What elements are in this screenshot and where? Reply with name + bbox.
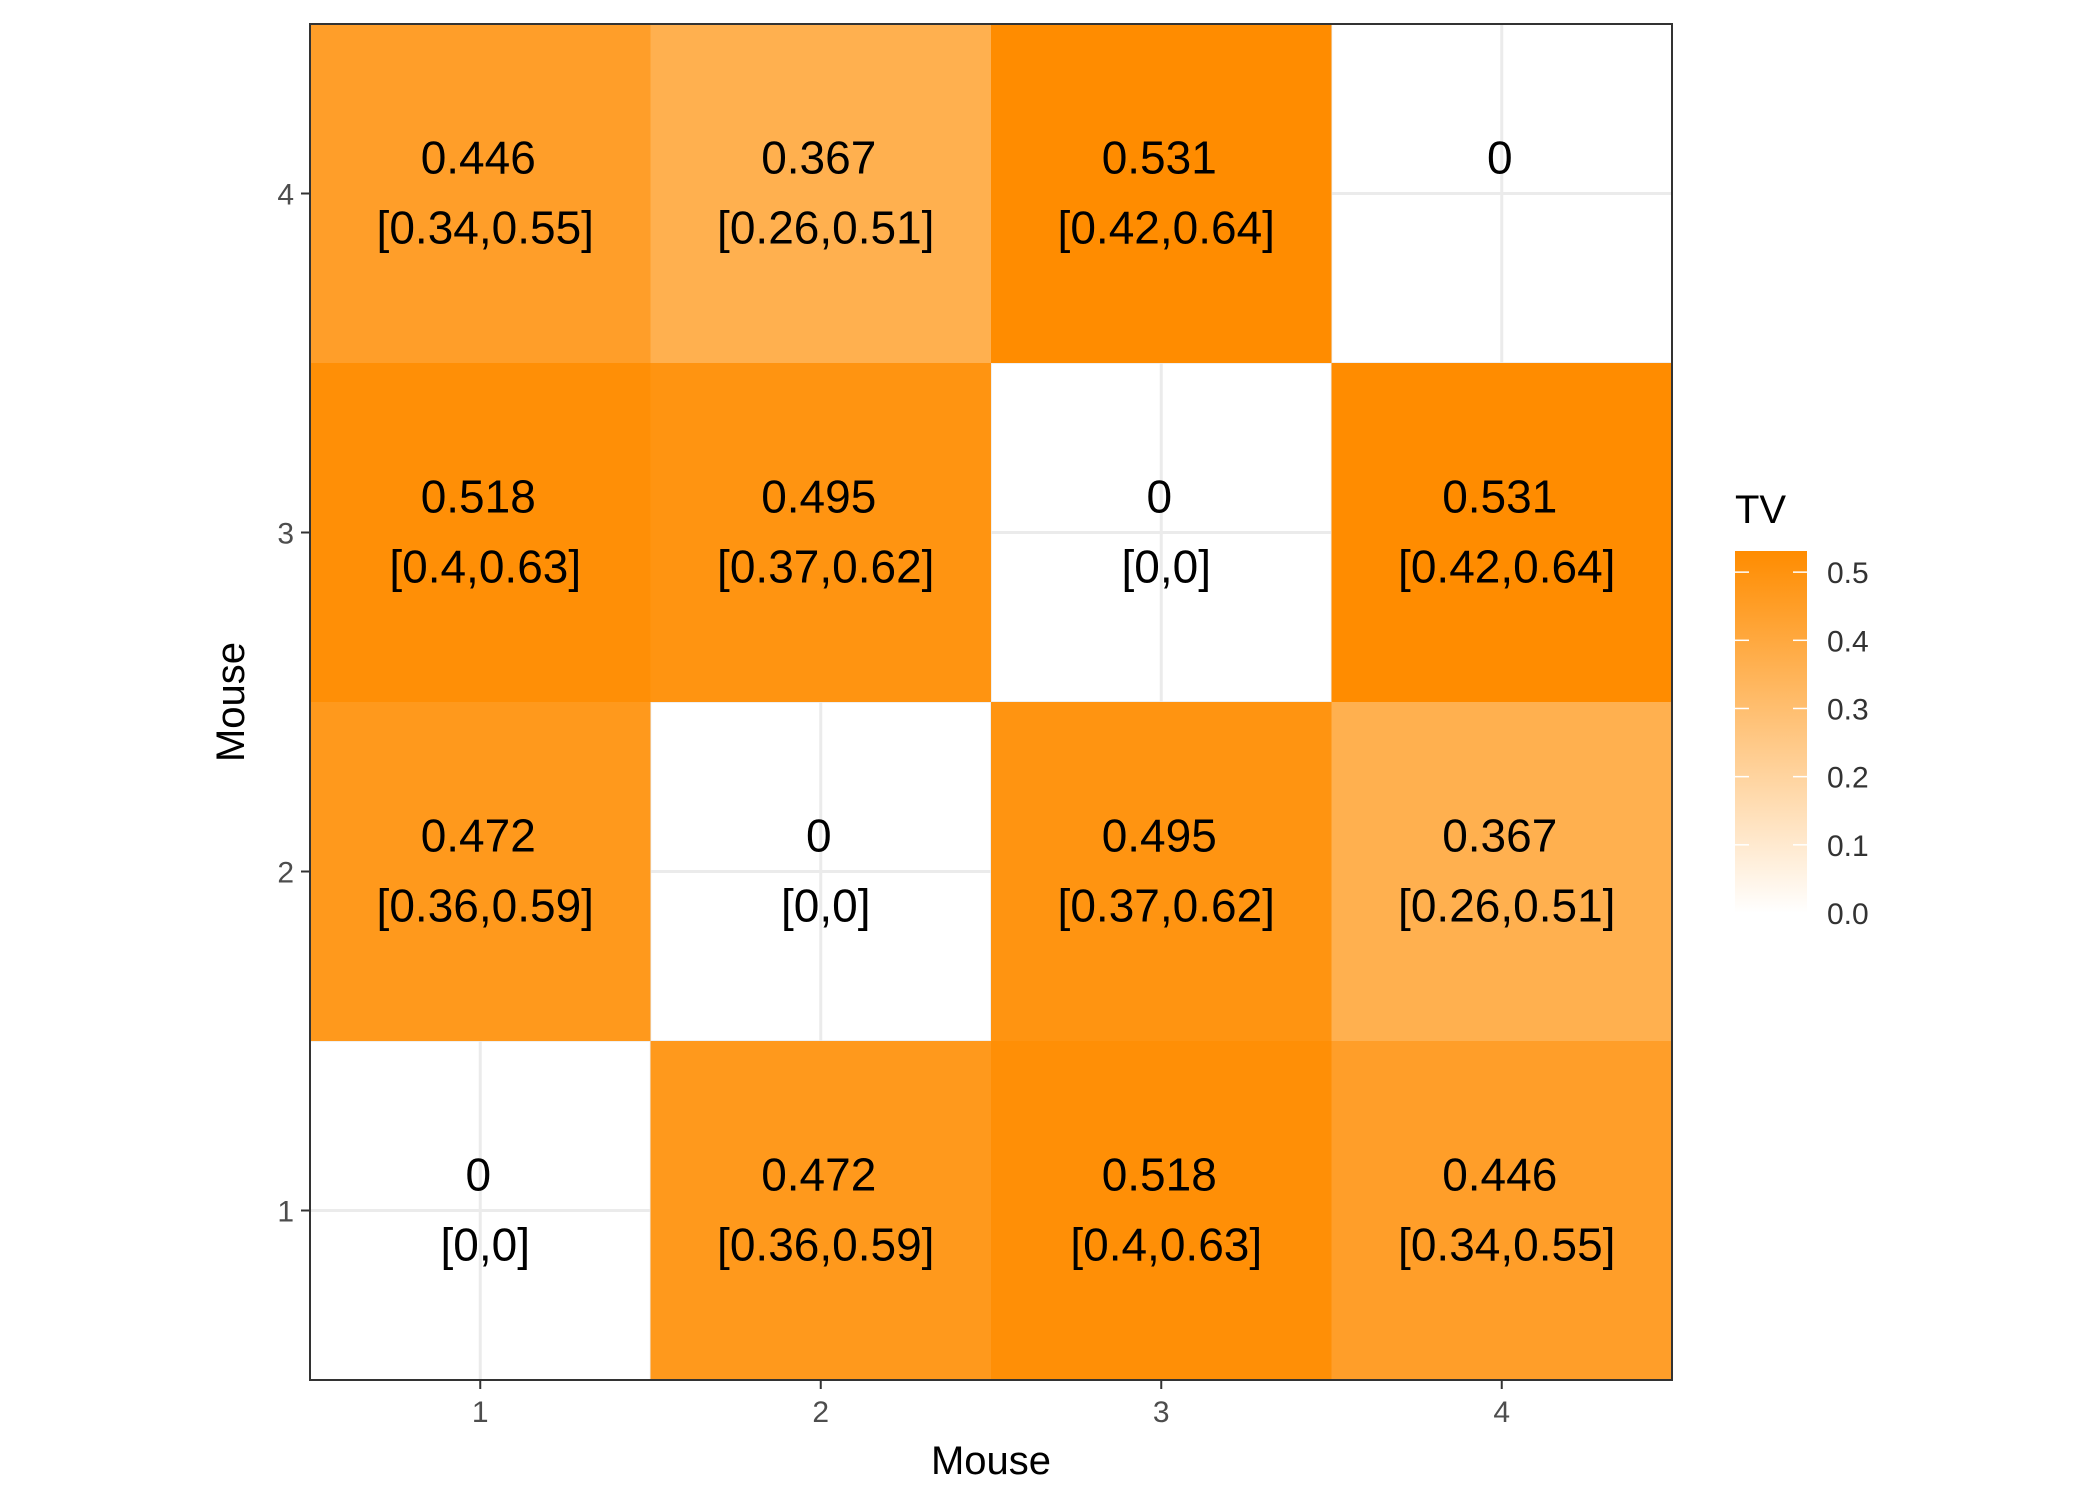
cell-value-label: 0.446 <box>1442 1149 1557 1201</box>
legend-break-label: 0.0 <box>1827 898 1869 931</box>
heatmap-cell <box>991 702 1332 1041</box>
heatmap-cell <box>1331 1041 1672 1380</box>
legend-break-label: 0.5 <box>1827 557 1869 590</box>
cell-interval-label: [0.36,0.59] <box>717 1219 934 1271</box>
x-tick-label: 2 <box>812 1396 829 1429</box>
cell-interval-label: [0.42,0.64] <box>1398 541 1615 593</box>
y-tick-label: 3 <box>277 518 294 551</box>
cell-interval-label: [0.37,0.62] <box>1058 880 1275 932</box>
cell-value-label: 0 <box>1146 471 1172 523</box>
legend-break-label: 0.3 <box>1827 693 1869 726</box>
legend-break-label: 0.1 <box>1827 830 1869 863</box>
x-axis: 1 2 3 4 <box>472 1380 1510 1429</box>
x-tick-label: 3 <box>1153 1396 1170 1429</box>
cell-value-label: 0.367 <box>1442 810 1557 862</box>
heatmap-cell <box>991 1041 1332 1380</box>
legend-title: TV <box>1735 488 1786 532</box>
panel-border <box>309 23 1673 1381</box>
cell-interval-label: [0.4,0.63] <box>1070 1219 1262 1271</box>
heatmap-cell <box>310 24 651 363</box>
heatmap-cell <box>650 363 991 702</box>
cell-interval-label: [0,0] <box>1121 541 1211 593</box>
y-tick-label: 4 <box>277 179 294 212</box>
y-axis-title: Mouse <box>209 642 253 762</box>
y-tick-label: 1 <box>277 1196 294 1229</box>
cell-interval-label: [0.26,0.51] <box>717 202 934 254</box>
heatmap-cell <box>650 24 991 363</box>
heatmap-cell <box>991 24 1332 363</box>
cell-value-label: 0.446 <box>421 132 536 184</box>
cell-interval-label: [0,0] <box>440 1219 530 1271</box>
legend-break-label: 0.2 <box>1827 762 1869 795</box>
heatmap-cells <box>310 24 1672 1380</box>
cell-value-label: 0.518 <box>1102 1149 1217 1201</box>
heatmap-cell <box>1331 363 1672 702</box>
legend-colorbar <box>1735 551 1807 913</box>
heatmap-cell <box>650 1041 991 1380</box>
cell-interval-label: [0.34,0.55] <box>1398 1219 1615 1271</box>
cell-labels: 0 [0,0] 0.472 [0.36,0.59] 0.518 [0.4,0.63] 0.4… <box>377 132 1616 1271</box>
cell-value-label: 0.495 <box>761 471 876 523</box>
y-axis: 1 2 3 4 <box>277 179 310 1229</box>
cell-interval-label: [0.34,0.55] <box>377 202 594 254</box>
legend-break-label: 0.4 <box>1827 625 1869 658</box>
y-tick-label: 2 <box>277 857 294 890</box>
cell-value-label: 0 <box>1487 132 1513 184</box>
cell-value-label: 0.472 <box>421 810 536 862</box>
cell-interval-label: [0.36,0.59] <box>377 880 594 932</box>
heatmap-cell <box>310 702 651 1041</box>
cell-interval-label: [0,0] <box>781 880 871 932</box>
x-tick-label: 1 <box>472 1396 489 1429</box>
cell-value-label: 0.495 <box>1102 810 1217 862</box>
cell-interval-label: [0.26,0.51] <box>1398 880 1615 932</box>
cell-value-label: 0.367 <box>761 132 876 184</box>
cell-interval-label: [0.37,0.62] <box>717 541 934 593</box>
heatmap-cell <box>310 363 651 702</box>
cell-value-label: 0.531 <box>1442 471 1557 523</box>
cell-interval-label: [0.4,0.63] <box>389 541 581 593</box>
color-legend: TV 0.0 0.1 0.2 0.3 0.4 0.5 <box>1735 488 1869 931</box>
cell-value-label: 0.518 <box>421 471 536 523</box>
cell-value-label: 0.531 <box>1102 132 1217 184</box>
x-tick-label: 4 <box>1493 1396 1510 1429</box>
cell-value-label: 0 <box>465 1149 491 1201</box>
cell-value-label: 0.472 <box>761 1149 876 1201</box>
x-axis-title: Mouse <box>931 1439 1051 1483</box>
cell-interval-label: [0.42,0.64] <box>1058 202 1275 254</box>
cell-value-label: 0 <box>806 810 832 862</box>
heatmap-cell <box>1331 702 1672 1041</box>
